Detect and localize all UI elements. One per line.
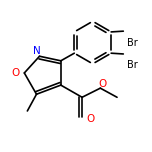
- Text: O: O: [86, 114, 95, 124]
- Text: Br: Br: [127, 38, 138, 48]
- Text: O: O: [98, 79, 107, 89]
- Text: Br: Br: [127, 60, 138, 70]
- Text: N: N: [33, 46, 41, 56]
- Text: O: O: [11, 68, 19, 78]
